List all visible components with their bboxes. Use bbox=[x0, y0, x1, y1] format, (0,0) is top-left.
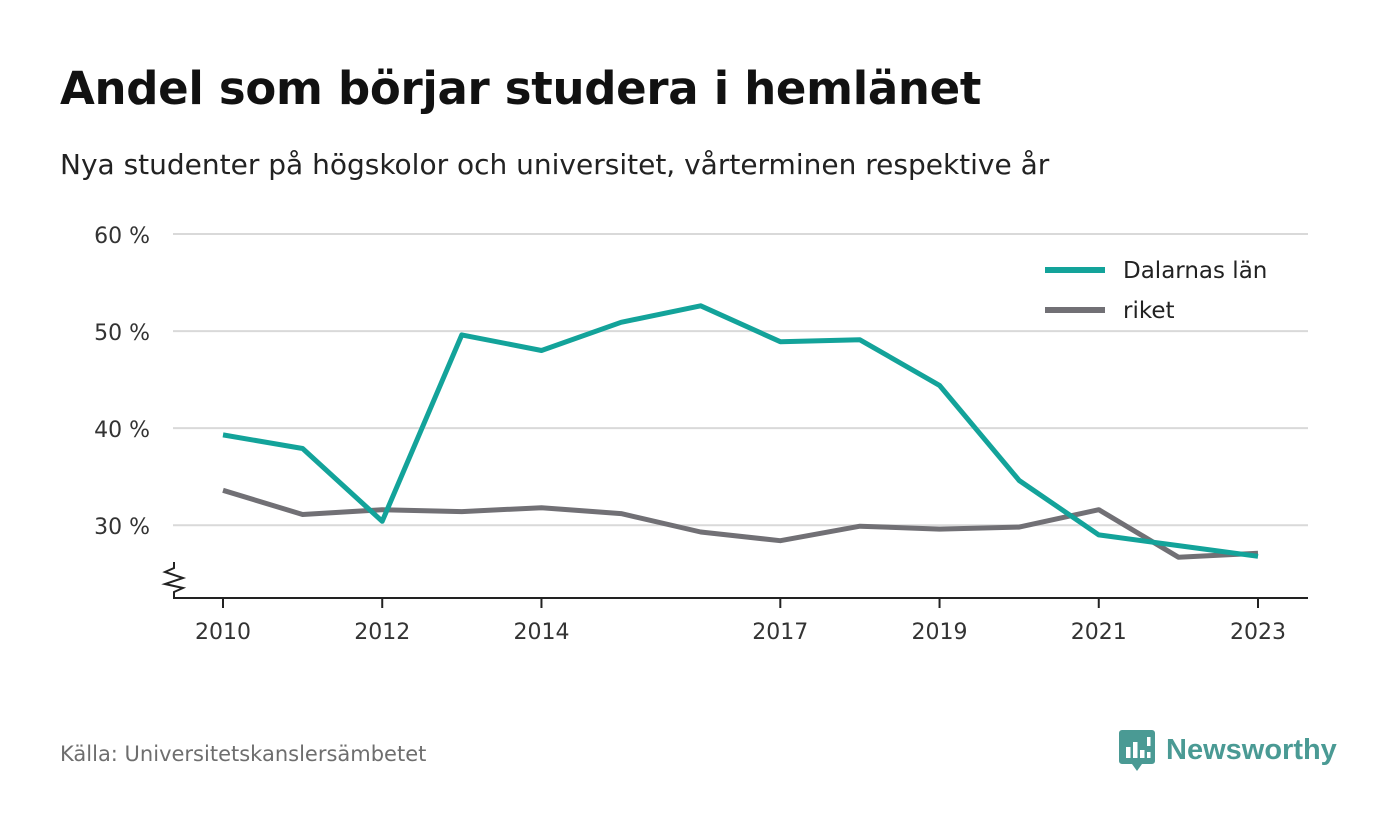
y-tick-label: 60 % bbox=[94, 224, 150, 249]
series-line bbox=[222, 303, 1259, 559]
legend: Dalarnas län riket bbox=[1035, 246, 1290, 330]
source-note: Källa: Universitetskanslersämbetet bbox=[60, 742, 427, 766]
y-tick-label: 50 % bbox=[94, 321, 150, 346]
chart-subtitle: Nya studenter på högskolor och universit… bbox=[60, 148, 1050, 181]
y-tick-label: 30 % bbox=[94, 515, 150, 540]
x-tick-label: 2019 bbox=[912, 620, 968, 645]
legend-label: riket bbox=[1123, 298, 1175, 324]
x-tick-label: 2021 bbox=[1071, 620, 1127, 645]
x-tick-label: 2012 bbox=[354, 620, 410, 645]
y-tick-label: 40 % bbox=[94, 418, 150, 443]
series-line bbox=[222, 487, 1259, 560]
x-tick-label: 2023 bbox=[1230, 620, 1286, 645]
y-tick-labels: 30 % 40 % 50 % 60 % bbox=[94, 224, 150, 540]
x-tick-label: 2017 bbox=[752, 620, 808, 645]
legend-background bbox=[1035, 246, 1290, 330]
x-tick-labels: 2010 2012 2014 2017 2019 2021 2023 bbox=[195, 620, 1286, 645]
series-lines bbox=[222, 303, 1259, 560]
x-axis bbox=[161, 562, 1308, 608]
axis-break-icon bbox=[161, 562, 187, 598]
x-tick-label: 2014 bbox=[513, 620, 569, 645]
brand-logo[interactable]: Newsworthy bbox=[1118, 728, 1337, 772]
x-tick-label: 2010 bbox=[195, 620, 251, 645]
legend-label: Dalarnas län bbox=[1123, 258, 1267, 284]
newsworthy-logo-icon bbox=[1119, 730, 1155, 771]
brand-name: Newsworthy bbox=[1166, 733, 1337, 766]
chart-title: Andel som börjar studera i hemlänet bbox=[60, 62, 982, 115]
grid-lines bbox=[173, 233, 1308, 527]
